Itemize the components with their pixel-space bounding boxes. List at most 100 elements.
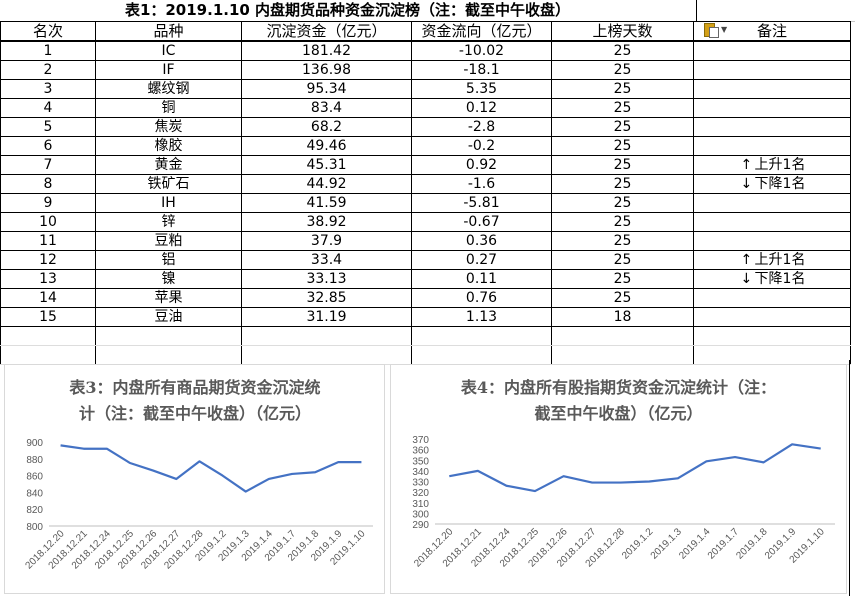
cell-rank[interactable]: 3 (0, 79, 96, 99)
data-point[interactable] (447, 474, 451, 478)
cell-note[interactable] (693, 288, 851, 308)
chart-index-futures[interactable]: 表4：内盘所有股指期货资金沉淀统计（注： 截至中午收盘）（亿元） 290 300 3… (390, 364, 847, 594)
data-point[interactable] (336, 460, 340, 464)
cell-rank[interactable]: 9 (0, 193, 96, 213)
data-point[interactable] (267, 477, 271, 481)
data-point[interactable] (151, 469, 155, 473)
column-header[interactable]: 沉淀资金（亿元） (241, 21, 412, 42)
cell-capital[interactable]: 44.92 (241, 174, 412, 194)
column-header[interactable]: 备注 (693, 21, 851, 42)
cell-days[interactable]: 25 (551, 269, 694, 289)
cell-capital[interactable]: 38.92 (241, 212, 412, 232)
cell-name[interactable]: IH (95, 193, 242, 213)
cell-flow[interactable]: 0.36 (411, 231, 552, 251)
cell-note[interactable] (693, 60, 851, 80)
cell-capital[interactable]: 181.42 (241, 40, 412, 61)
empty-cell[interactable] (551, 326, 694, 346)
empty-cell[interactable] (241, 345, 412, 365)
data-point[interactable] (562, 474, 566, 478)
data-point[interactable] (533, 489, 537, 493)
cell-rank[interactable]: 4 (0, 98, 96, 118)
cell-days[interactable]: 25 (551, 60, 694, 80)
cell-days[interactable]: 18 (551, 307, 694, 327)
cell-flow[interactable]: 5.35 (411, 79, 552, 99)
data-point[interactable] (244, 490, 248, 494)
cell-name[interactable]: 铜 (95, 98, 242, 118)
data-point[interactable] (619, 481, 623, 485)
cell-rank[interactable]: 15 (0, 307, 96, 327)
cell-flow[interactable]: -5.81 (411, 193, 552, 213)
cell-days[interactable]: 25 (551, 231, 694, 251)
cell-rank[interactable]: 7 (0, 155, 96, 175)
cell-flow[interactable]: 1.13 (411, 307, 552, 327)
chevron-down-icon[interactable]: ▼ (721, 25, 728, 34)
cell-days[interactable]: 25 (551, 98, 694, 118)
cell-rank[interactable]: 12 (0, 250, 96, 270)
cell-days[interactable]: 25 (551, 174, 694, 194)
data-point[interactable] (790, 442, 794, 446)
cell-name[interactable]: 苹果 (95, 288, 242, 308)
cell-days[interactable]: 25 (551, 155, 694, 175)
cell-days[interactable]: 25 (551, 288, 694, 308)
cell-flow[interactable]: 0.27 (411, 250, 552, 270)
empty-cell[interactable] (0, 345, 96, 365)
cell-note[interactable] (693, 212, 851, 232)
data-point[interactable] (59, 443, 63, 447)
data-point[interactable] (197, 459, 201, 463)
cell-capital[interactable]: 33.13 (241, 269, 412, 289)
data-point[interactable] (762, 460, 766, 464)
data-point[interactable] (290, 472, 294, 476)
cell-capital[interactable]: 41.59 (241, 193, 412, 213)
column-header[interactable]: 品种 (95, 21, 242, 42)
cell-note[interactable] (693, 40, 851, 61)
cell-rank[interactable]: 1 (0, 40, 96, 61)
cell-capital[interactable]: 83.4 (241, 98, 412, 118)
cell-flow[interactable]: -0.2 (411, 136, 552, 156)
cell-flow[interactable]: -18.1 (411, 60, 552, 80)
cell-name[interactable]: 橡胶 (95, 136, 242, 156)
paste-icon[interactable] (704, 22, 719, 38)
cell-note[interactable] (693, 307, 851, 327)
cell-flow[interactable]: 0.12 (411, 98, 552, 118)
data-point[interactable] (128, 461, 132, 465)
cell-name[interactable]: 镍 (95, 269, 242, 289)
cell-flow[interactable]: -1.6 (411, 174, 552, 194)
cell-note[interactable]: ↓ 下降1名 (693, 269, 851, 289)
cell-capital[interactable]: 68.2 (241, 117, 412, 137)
cell-rank[interactable]: 10 (0, 212, 96, 232)
cell-name[interactable]: IF (95, 60, 242, 80)
cell-note[interactable]: ↑ 上升1名 (693, 155, 851, 175)
empty-cell[interactable] (411, 326, 552, 346)
data-point[interactable] (647, 480, 651, 484)
cell-flow[interactable]: -2.8 (411, 117, 552, 137)
column-header[interactable]: 名次 (0, 21, 96, 42)
data-point[interactable] (313, 470, 317, 474)
sheet-title[interactable]: 表1：2019.1.10 内盘期货品种资金沉淀榜（注：截至中午收盘） (0, 0, 695, 22)
cell-capital[interactable]: 136.98 (241, 60, 412, 80)
data-point[interactable] (82, 447, 86, 451)
cell-days[interactable]: 25 (551, 250, 694, 270)
cell-days[interactable]: 25 (551, 193, 694, 213)
cell-note[interactable] (693, 231, 851, 251)
chart-commodity-futures[interactable]: 表3：内盘所有商品期货资金沉淀统 计（注：截至中午收盘）（亿元） 800 820 8… (4, 364, 385, 594)
empty-cell[interactable] (411, 345, 552, 365)
column-header[interactable]: 资金流向（亿元） (411, 21, 552, 42)
cell-capital[interactable]: 95.34 (241, 79, 412, 99)
cell-days[interactable]: 25 (551, 40, 694, 61)
cell-rank[interactable]: 14 (0, 288, 96, 308)
empty-cell[interactable] (551, 345, 694, 365)
cell-rank[interactable]: 2 (0, 60, 96, 80)
cell-name[interactable]: 黄金 (95, 155, 242, 175)
cell-name[interactable]: 锌 (95, 212, 242, 232)
cell-flow[interactable]: -0.67 (411, 212, 552, 232)
cell-note[interactable] (693, 117, 851, 137)
cell-capital[interactable]: 37.9 (241, 231, 412, 251)
cell-name[interactable]: 豆粕 (95, 231, 242, 251)
cell-note[interactable] (693, 79, 851, 99)
cell-name[interactable]: 螺纹钢 (95, 79, 242, 99)
cell-name[interactable]: 铝 (95, 250, 242, 270)
cell-note[interactable]: ↑ 上升1名 (693, 250, 851, 270)
cell-name[interactable]: IC (95, 40, 242, 61)
series-line[interactable] (60, 444, 362, 493)
data-point[interactable] (504, 484, 508, 488)
